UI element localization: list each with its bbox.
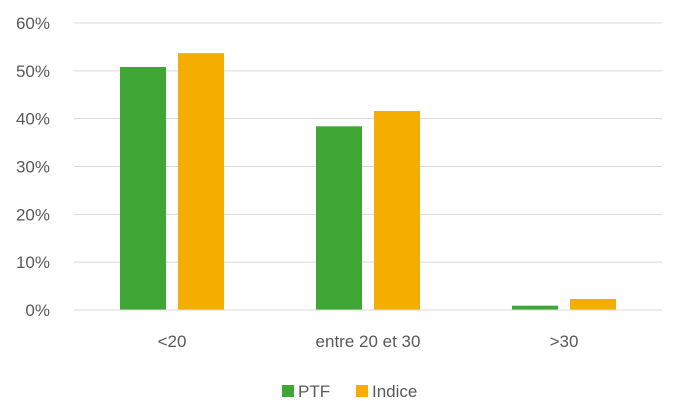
bar-ptf — [316, 126, 362, 310]
x-category-label: <20 — [158, 332, 187, 351]
legend-label-ptf: PTF — [298, 382, 330, 401]
legend-label-indice: Indice — [372, 382, 417, 401]
gridlines — [74, 22, 662, 263]
y-tick-label: 60% — [16, 14, 50, 33]
y-tick-label: 50% — [16, 62, 50, 81]
bar-indice — [374, 111, 420, 310]
bar-ptf — [512, 305, 558, 310]
legend-swatch-indice — [356, 385, 368, 397]
bars — [120, 53, 616, 310]
y-axis-ticks: 0% 10% 20% 30% 40% 50% 60% — [16, 14, 50, 320]
legend-swatch-ptf — [282, 385, 294, 397]
y-tick-label: 40% — [16, 110, 50, 129]
y-tick-label: 10% — [16, 253, 50, 272]
y-tick-label: 0% — [25, 301, 50, 320]
y-tick-label: 20% — [16, 205, 50, 224]
x-category-label: >30 — [550, 332, 579, 351]
bar-indice — [178, 53, 224, 310]
x-axis-categories: <20 entre 20 et 30 >30 — [158, 332, 579, 351]
y-tick-label: 30% — [16, 158, 50, 177]
legend: PTF Indice — [282, 382, 417, 401]
x-category-label: entre 20 et 30 — [316, 332, 421, 351]
bar-ptf — [120, 67, 166, 310]
bar-indice — [570, 298, 616, 310]
